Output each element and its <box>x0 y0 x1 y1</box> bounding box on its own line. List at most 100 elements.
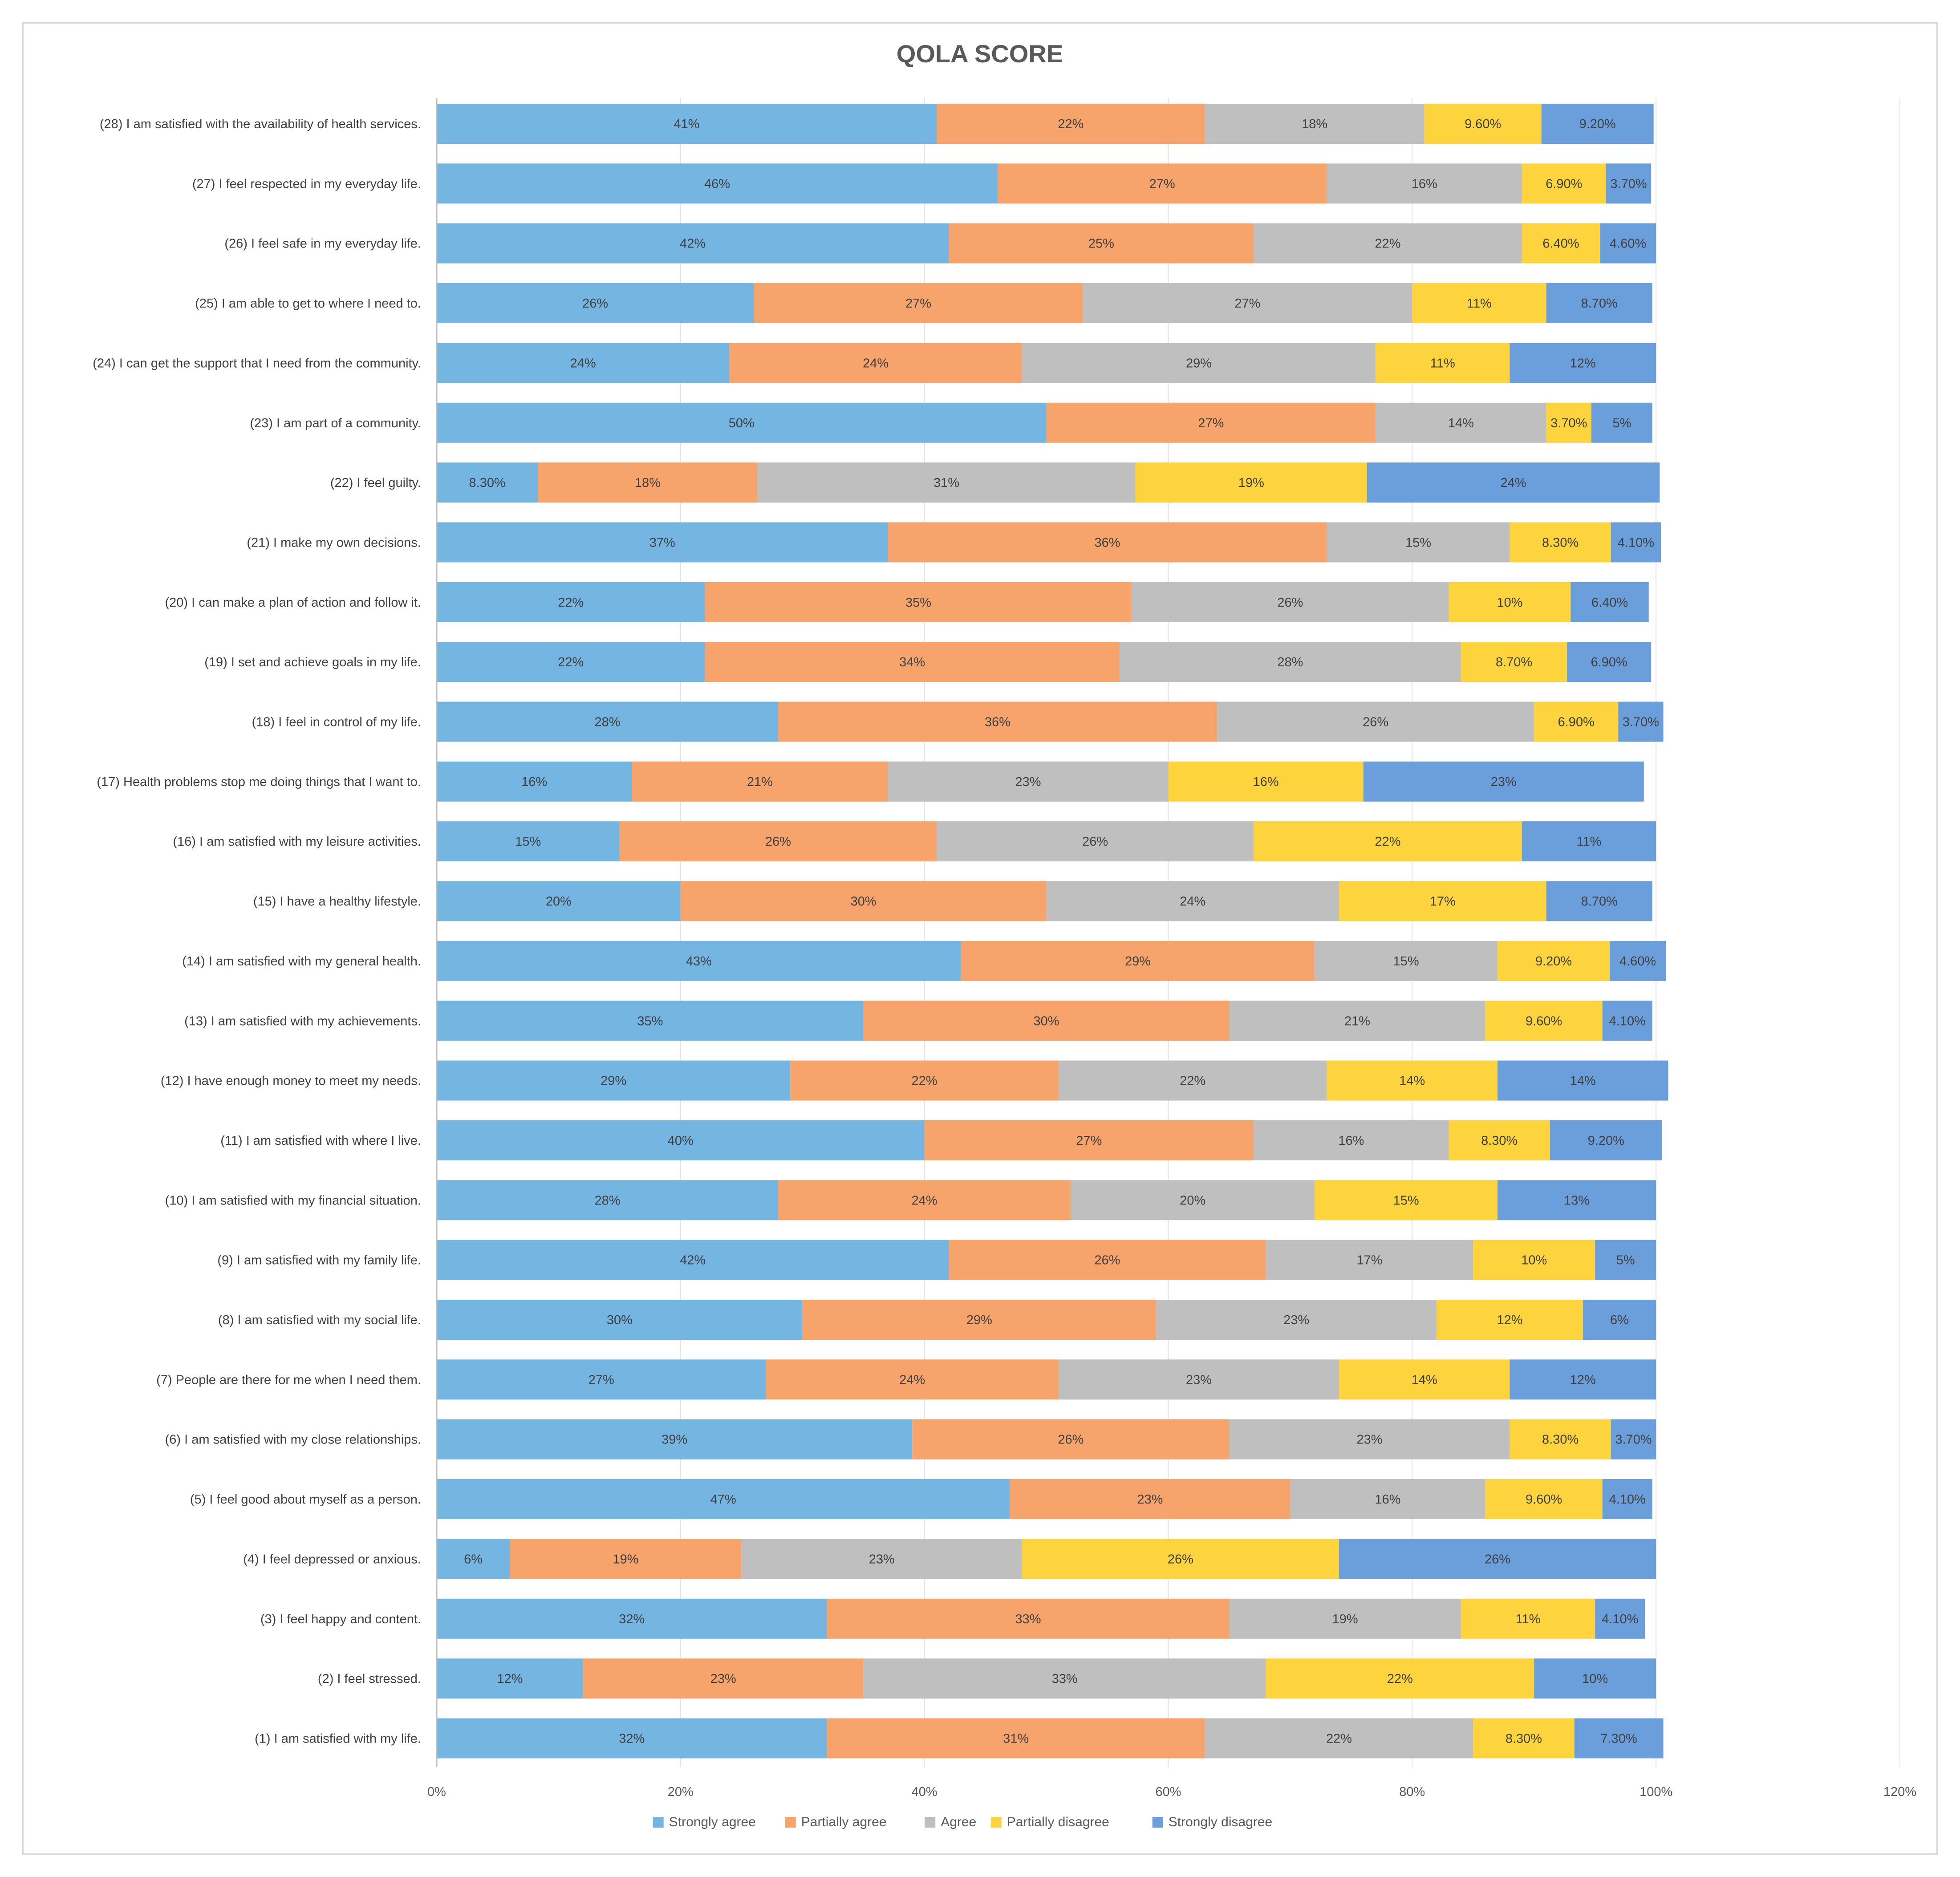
bar-segment[interactable] <box>1327 1060 1498 1101</box>
bar-segment[interactable] <box>741 1539 1022 1579</box>
bar-segment[interactable] <box>437 821 620 862</box>
bar-segment[interactable] <box>729 343 1022 383</box>
bar-segment[interactable] <box>1497 1060 1668 1101</box>
bar-segment[interactable] <box>1591 402 1652 443</box>
bar-segment[interactable] <box>1522 821 1656 862</box>
bar-segment[interactable] <box>1424 104 1542 144</box>
bar-segment[interactable] <box>619 821 937 862</box>
bar-segment[interactable] <box>937 104 1205 144</box>
bar-segment[interactable] <box>1010 1479 1290 1520</box>
bar-segment[interactable] <box>510 1539 742 1579</box>
bar-segment[interactable] <box>1449 582 1571 622</box>
bar-segment[interactable] <box>437 1180 778 1220</box>
bar-segment[interactable] <box>778 701 1217 742</box>
bar-segment[interactable] <box>1449 1120 1550 1160</box>
bar-segment[interactable] <box>1510 522 1611 563</box>
bar-segment[interactable] <box>1595 1598 1645 1639</box>
bar-segment[interactable] <box>632 761 888 802</box>
bar-segment[interactable] <box>802 1300 1157 1340</box>
bar-segment[interactable] <box>1602 1479 1652 1520</box>
bar-segment[interactable] <box>437 761 632 802</box>
bar-segment[interactable] <box>937 821 1254 862</box>
bar-segment[interactable] <box>437 283 754 324</box>
bar-segment[interactable] <box>437 163 998 204</box>
bar-segment[interactable] <box>1376 402 1546 443</box>
bar-segment[interactable] <box>1574 1718 1664 1759</box>
bar-segment[interactable] <box>1473 1240 1595 1280</box>
bar-segment[interactable] <box>1217 701 1534 742</box>
bar-segment[interactable] <box>437 1060 791 1101</box>
legend[interactable]: Strongly agree Partially agree Agree Partia… <box>653 1815 1272 1829</box>
bar-segment[interactable] <box>1290 1479 1485 1520</box>
bar-segment[interactable] <box>888 761 1169 802</box>
bar-segment[interactable] <box>1583 1300 1656 1340</box>
bar-segment[interactable] <box>827 1598 1230 1639</box>
bar-segment[interactable] <box>1046 881 1339 921</box>
bar-segment[interactable] <box>1339 881 1546 921</box>
bar-segment[interactable] <box>437 1658 583 1699</box>
legend-item[interactable]: Partially disagree <box>990 1815 1109 1829</box>
bar-segment[interactable] <box>1168 761 1363 802</box>
bar-segment[interactable] <box>437 402 1047 443</box>
bar-segment[interactable] <box>1595 1240 1656 1280</box>
bar-segment[interactable] <box>1254 1120 1449 1160</box>
bar-segment[interactable] <box>949 223 1254 264</box>
bar-segment[interactable] <box>1485 1479 1603 1520</box>
bar-segment[interactable] <box>680 881 1047 921</box>
bar-segment[interactable] <box>437 1240 949 1280</box>
bar-segment[interactable] <box>1315 941 1498 981</box>
legend-item[interactable]: Agree <box>925 1815 976 1829</box>
bar-segment[interactable] <box>437 1479 1010 1520</box>
bar-segment[interactable] <box>1266 1240 1473 1280</box>
bar-segment[interactable] <box>778 1180 1071 1220</box>
bar-segment[interactable] <box>437 701 778 742</box>
bar-segment[interactable] <box>1266 1658 1534 1699</box>
legend-item[interactable]: Strongly agree <box>653 1815 756 1829</box>
bar-segment[interactable] <box>1229 1001 1485 1041</box>
bar-segment[interactable] <box>1510 1419 1611 1459</box>
bar-segment[interactable] <box>766 1359 1059 1400</box>
bar-segment[interactable] <box>1156 1300 1437 1340</box>
bar-segment[interactable] <box>437 941 961 981</box>
bar-segment[interactable] <box>1327 522 1510 563</box>
bar-segment[interactable] <box>437 1300 803 1340</box>
bar-segment[interactable] <box>437 1120 925 1160</box>
bar-segment[interactable] <box>1534 1658 1656 1699</box>
bar-segment[interactable] <box>1522 223 1600 264</box>
bar-segment[interactable] <box>863 1658 1266 1699</box>
legend-item[interactable]: Partially agree <box>785 1815 887 1829</box>
bar-segment[interactable] <box>538 462 758 503</box>
bar-segment[interactable] <box>705 582 1132 622</box>
bar-segment[interactable] <box>1083 283 1412 324</box>
bar-segment[interactable] <box>1205 104 1424 144</box>
bar-segment[interactable] <box>437 522 888 563</box>
bar-segment[interactable] <box>1602 1001 1652 1041</box>
bar-segment[interactable] <box>1229 1598 1461 1639</box>
bar-segment[interactable] <box>1135 462 1367 503</box>
bar-segment[interactable] <box>1510 1359 1656 1400</box>
bar-segment[interactable] <box>1339 1359 1510 1400</box>
legend-item[interactable]: Strongly disagree <box>1152 1815 1272 1829</box>
bar-segment[interactable] <box>1497 941 1610 981</box>
bar-segment[interactable] <box>1367 462 1660 503</box>
bar-segment[interactable] <box>912 1419 1230 1459</box>
bar-segment[interactable] <box>1412 283 1546 324</box>
bar-segment[interactable] <box>1546 402 1591 443</box>
bar-segment[interactable] <box>863 1001 1230 1041</box>
bar-segment[interactable] <box>1546 283 1652 324</box>
bar-segment[interactable] <box>1541 104 1654 144</box>
bar-segment[interactable] <box>1461 1598 1595 1639</box>
bar-segment[interactable] <box>1610 941 1666 981</box>
bar-segment[interactable] <box>437 104 937 144</box>
bar-segment[interactable] <box>1437 1300 1583 1340</box>
bar-segment[interactable] <box>827 1718 1205 1759</box>
bar-segment[interactable] <box>437 1419 913 1459</box>
bar-segment[interactable] <box>790 1060 1059 1101</box>
bar-segment[interactable] <box>437 881 681 921</box>
bar-segment[interactable] <box>1600 223 1656 264</box>
bar-segment[interactable] <box>437 1718 827 1759</box>
bar-segment[interactable] <box>998 163 1327 204</box>
bar-segment[interactable] <box>888 522 1327 563</box>
bar-segment[interactable] <box>1534 701 1619 742</box>
bar-segment[interactable] <box>1485 1001 1603 1041</box>
